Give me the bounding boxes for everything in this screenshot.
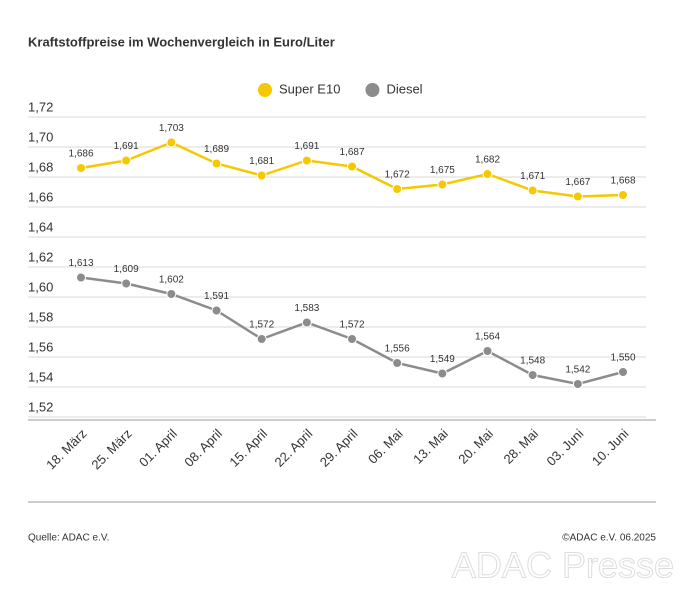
x-tick-label: 22. April [272, 426, 316, 470]
y-tick-label: 1,66 [28, 189, 53, 204]
data-label: 1,542 [565, 365, 590, 376]
data-point [256, 170, 267, 181]
y-tick-label: 1,52 [28, 399, 53, 414]
data-label: 1,668 [610, 176, 635, 187]
copyright: ©ADAC e.V. 06.2025 [562, 533, 656, 544]
data-point [76, 272, 86, 283]
data-point [527, 185, 538, 196]
data-point [527, 370, 538, 380]
data-point [121, 155, 132, 166]
data-point [166, 289, 177, 299]
data-label: 1,675 [430, 165, 455, 176]
data-point [618, 367, 628, 377]
data-point [211, 158, 222, 169]
data-label: 1,583 [294, 303, 319, 314]
x-tick-label: 18. März [43, 426, 89, 472]
data-label: 1,572 [249, 320, 274, 331]
data-label: 1,672 [385, 170, 410, 181]
data-label: 1,667 [565, 177, 590, 188]
y-tick-label: 1,58 [28, 309, 53, 324]
y-tick-label: 1,60 [28, 279, 53, 294]
x-tick-label: 28. Mai [500, 426, 541, 467]
data-label: 1,602 [159, 275, 184, 286]
data-label: 1,550 [610, 353, 635, 364]
x-tick-label: 01. April [136, 426, 180, 470]
data-label: 1,671 [520, 171, 545, 182]
y-tick-label: 1,64 [28, 219, 53, 234]
data-point [256, 334, 267, 344]
data-point [482, 346, 493, 356]
data-label: 1,687 [339, 147, 364, 158]
chart-title: Kraftstoffpreise im Wochenvergleich in E… [28, 34, 335, 49]
data-label: 1,703 [159, 123, 184, 134]
data-label: 1,681 [249, 156, 274, 167]
data-point [437, 368, 448, 379]
x-tick-label: 20. Mai [455, 426, 496, 467]
data-point [482, 169, 493, 179]
x-tick-label: 25. März [88, 426, 134, 472]
data-point [392, 358, 403, 368]
x-tick-label: 08. April [181, 426, 225, 470]
data-point [572, 379, 583, 389]
x-tick-label: 06. Mai [365, 426, 406, 467]
y-tick-label: 1,70 [28, 129, 53, 144]
legend-marker [258, 83, 272, 97]
data-point [211, 305, 222, 316]
y-tick-label: 1,62 [28, 249, 53, 264]
watermark: ADAC Presse [452, 545, 674, 586]
data-point [392, 184, 403, 194]
data-label: 1,556 [385, 344, 410, 355]
data-label: 1,572 [339, 320, 364, 331]
data-label: 1,686 [68, 149, 93, 160]
data-label: 1,609 [114, 264, 139, 275]
legend-marker [365, 83, 380, 97]
data-point [121, 278, 132, 289]
y-tick-label: 1,68 [28, 159, 53, 174]
data-label: 1,691 [114, 141, 139, 152]
x-tick-label: 10. Juni [589, 426, 632, 469]
x-tick-label: 03. Juni [544, 426, 587, 469]
x-tick-label: 13. Mai [410, 426, 451, 467]
data-point [618, 190, 628, 200]
data-label: 1,549 [430, 354, 455, 365]
legend-label: Diesel [386, 81, 422, 96]
data-point [347, 161, 357, 172]
data-point [572, 191, 583, 202]
y-tick-label: 1,72 [28, 99, 53, 114]
series-line [80, 276, 624, 386]
legend-label: Super E10 [279, 81, 340, 96]
data-label: 1,613 [68, 258, 93, 269]
x-tick-label: 15. April [226, 426, 270, 470]
y-tick-label: 1,56 [28, 339, 53, 354]
data-point [347, 334, 357, 344]
data-label: 1,564 [475, 332, 500, 343]
data-label: 1,682 [475, 155, 500, 166]
data-point [166, 137, 177, 148]
data-point [76, 163, 86, 173]
x-tick-label: 29. April [317, 426, 361, 470]
data-point [437, 179, 448, 190]
y-tick-label: 1,54 [28, 369, 53, 384]
data-label: 1,548 [520, 356, 545, 367]
source: Quelle: ADAC e.V. [28, 533, 109, 544]
data-label: 1,689 [204, 144, 229, 155]
data-label: 1,691 [294, 141, 319, 152]
data-point [301, 317, 312, 328]
data-point [301, 155, 312, 166]
data-label: 1,591 [204, 291, 229, 302]
